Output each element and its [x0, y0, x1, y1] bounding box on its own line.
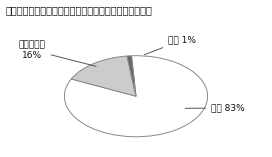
Text: 図８　他医入院中を理由に減点、返戻受けたことあるか: 図８ 他医入院中を理由に減点、返戻受けたことあるか [5, 5, 152, 15]
Wedge shape [71, 56, 136, 96]
Text: ある 1%: ある 1% [144, 36, 196, 55]
Text: わからない
16%: わからない 16% [19, 40, 96, 66]
Text: ない 83%: ない 83% [185, 103, 245, 112]
Wedge shape [64, 56, 208, 137]
Wedge shape [127, 56, 136, 96]
